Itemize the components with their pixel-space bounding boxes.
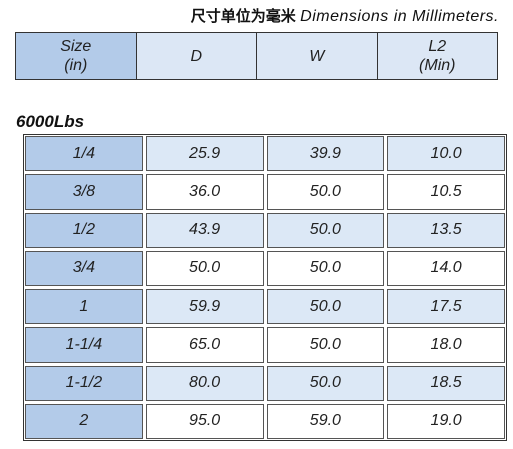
table-cell: 1/2 (25, 212, 143, 248)
header-text: (in) (64, 57, 88, 74)
table-cell: 50.0 (266, 250, 385, 286)
table-cell: 95.0 (145, 403, 264, 439)
table-cell: 19.0 (387, 403, 505, 439)
table-cell: 14.0 (387, 250, 505, 286)
table-cell: 50.0 (266, 289, 385, 325)
table-cell: 39.9 (266, 136, 385, 172)
table-cell: 1-1/2 (25, 365, 143, 401)
table-cell: 18.5 (387, 365, 505, 401)
table-cell: 50.0 (266, 327, 385, 363)
table-cell: 2 (25, 403, 143, 439)
header-row: Size (in) D W L2 (Min) (15, 32, 498, 80)
header-text: Size (60, 38, 92, 55)
caption-en: Dimensions in Millimeters. (300, 8, 499, 25)
header-cell: Size (in) (16, 33, 136, 79)
caption-cn: 尺寸单位为毫米 (190, 7, 296, 25)
table-cell: 59.9 (145, 289, 264, 325)
table-cell: 50.0 (145, 250, 264, 286)
header-text: D (190, 47, 203, 65)
table-cell: 50.0 (266, 365, 385, 401)
table-cell: 50.0 (266, 212, 385, 248)
table: 1/4 25.9 39.9 10.0 3/8 36.0 50.0 10.5 1/2 43.9 50.… (23, 134, 507, 441)
header-text: L2 (428, 38, 447, 55)
table-cell: 1/4 (25, 136, 143, 172)
caption: 尺寸单位为毫米 Dimensions in Millimeters. (191, 5, 499, 26)
header-text: W (309, 47, 325, 65)
header-text: (Min) (419, 57, 456, 74)
table-cell: 65.0 (145, 327, 264, 363)
table-cell: 10.5 (387, 174, 505, 210)
table-cell: 25.9 (145, 136, 264, 172)
table-cell: 36.0 (145, 174, 264, 210)
table-cell: 43.9 (145, 212, 264, 248)
table-cell: 17.5 (387, 289, 505, 325)
table-cell: 10.0 (387, 136, 505, 172)
table-cell: 18.0 (387, 327, 505, 363)
header-cell: W (256, 33, 377, 79)
table-cell: 1-1/4 (25, 327, 143, 363)
table-cell: 50.0 (266, 174, 385, 210)
header-cell: D (135, 33, 256, 79)
table-cell: 13.5 (387, 212, 505, 248)
header-cell: L2 (Min) (376, 33, 497, 79)
section-title: 6000Lbs (16, 112, 85, 131)
table-cell: 80.0 (145, 365, 264, 401)
table-cell: 3/8 (25, 174, 143, 210)
table-cell: 59.0 (266, 403, 385, 439)
table-cell: 1 (25, 289, 143, 325)
table-cell: 3/4 (25, 250, 143, 286)
